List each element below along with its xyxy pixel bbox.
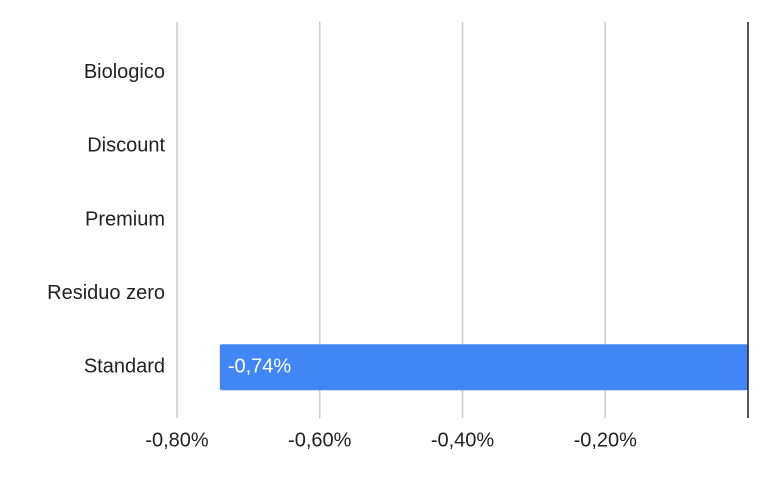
y-tick-label: Biologico <box>84 61 165 83</box>
x-tick-label: -0,40% <box>431 429 495 451</box>
y-tick-label: Discount <box>87 135 165 157</box>
bar <box>219 344 748 391</box>
x-tick-label: -0,80% <box>145 429 209 451</box>
y-tick-label: Residuo zero <box>47 282 165 304</box>
y-tick-label: Standard <box>84 355 165 377</box>
y-tick-label: Premium <box>85 208 165 230</box>
x-tick-label: -0,60% <box>288 429 352 451</box>
x-tick-label: -0,20% <box>574 429 638 451</box>
data-label: -0,74% <box>228 355 292 377</box>
